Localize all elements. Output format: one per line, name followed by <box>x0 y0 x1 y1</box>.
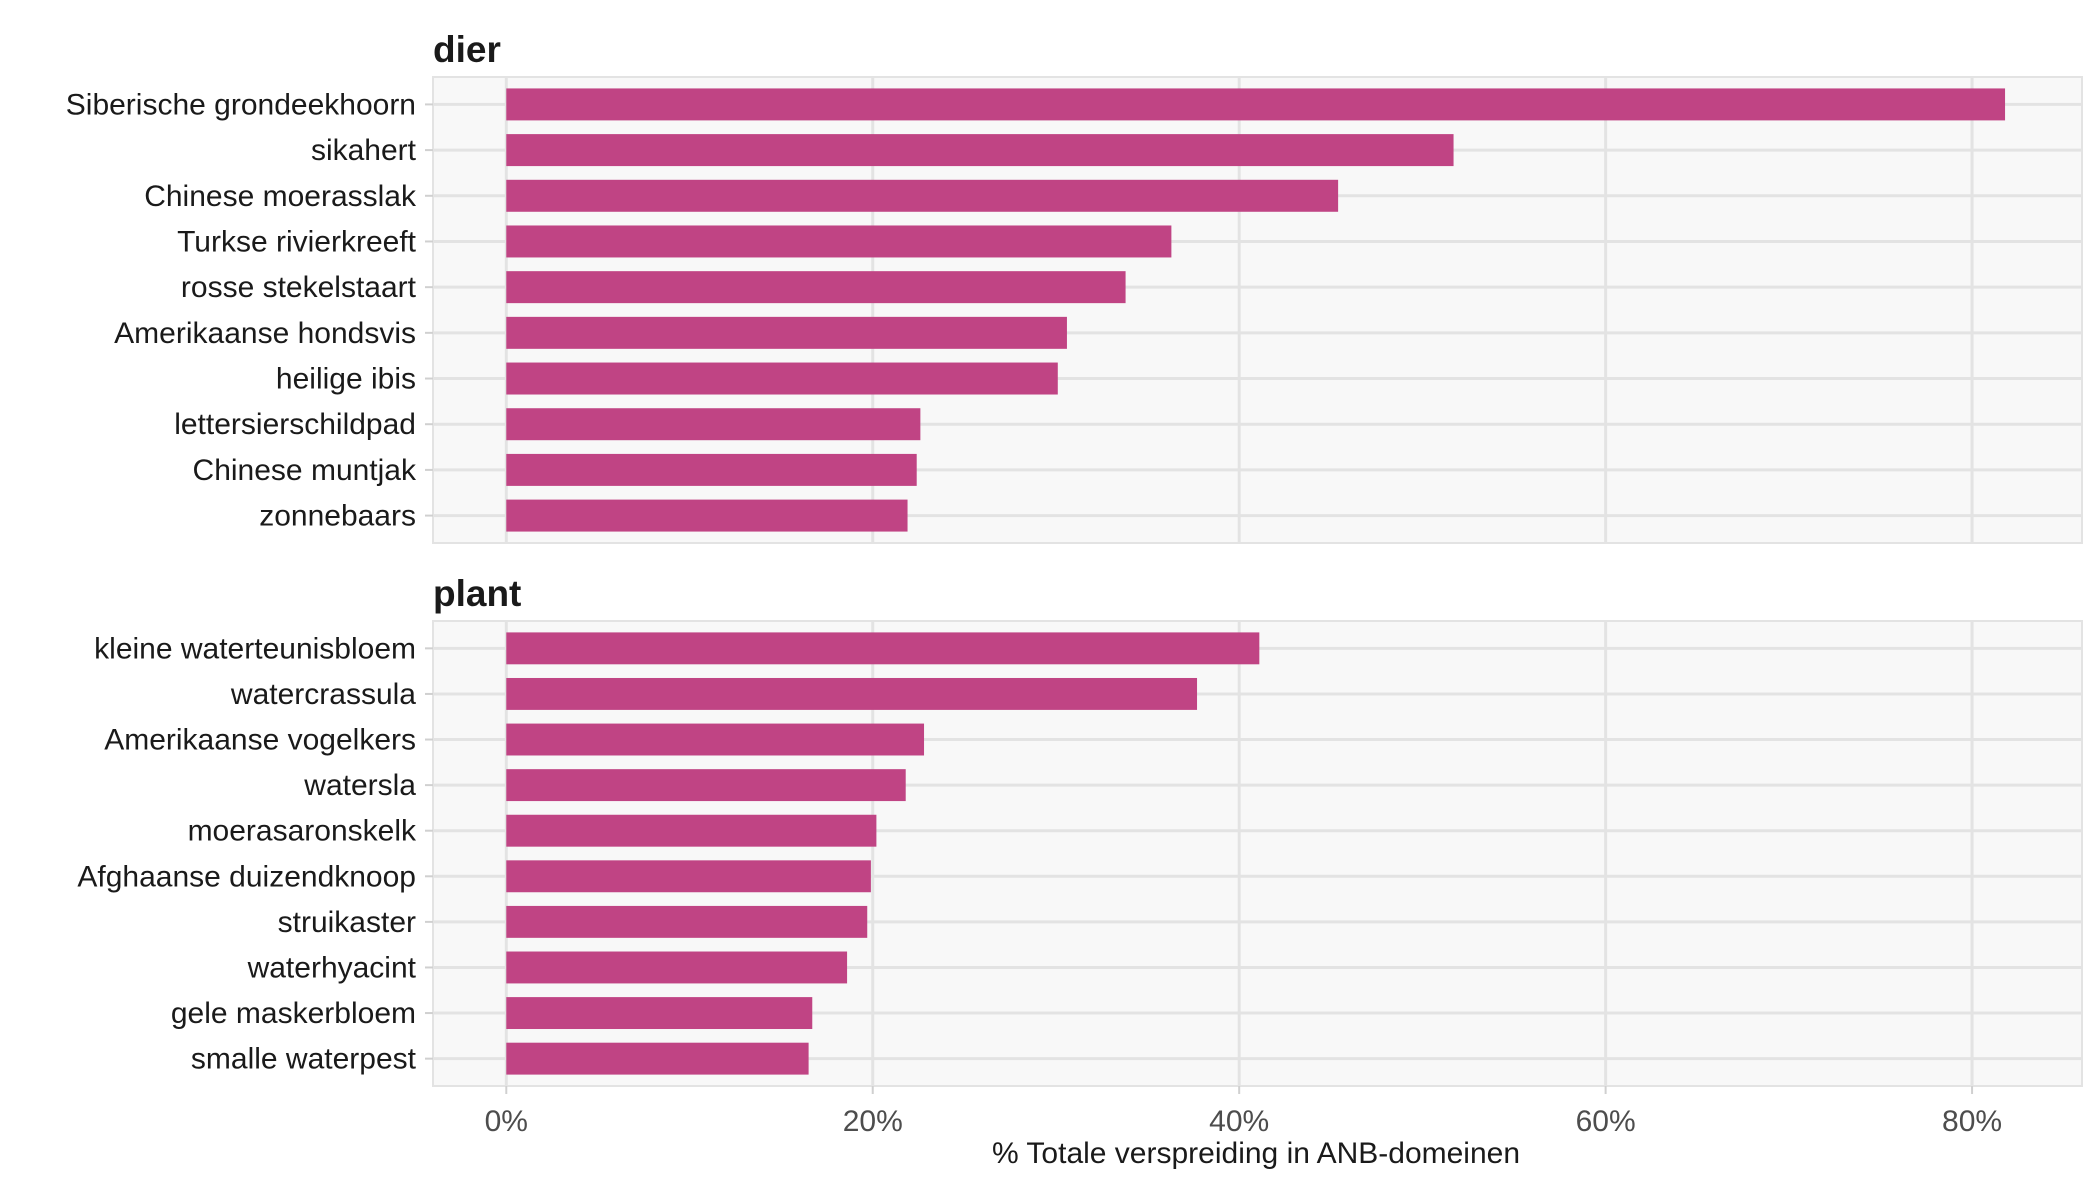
bar-plant-1 <box>506 677 1198 710</box>
facet-title: dier <box>433 29 501 70</box>
bar-dier-4 <box>506 271 1126 304</box>
category-label: Afghaanse duizendknoop <box>77 860 416 893</box>
bar-plant-3 <box>506 769 906 802</box>
category-label: watersla <box>303 769 416 802</box>
bar-dier-8 <box>506 453 917 486</box>
bar-dier-3 <box>506 225 1172 258</box>
x-axis-title: % Totale verspreiding in ANB-domeinen <box>992 1137 1520 1170</box>
bar-dier-1 <box>506 134 1454 167</box>
category-label: gele maskerbloem <box>171 997 416 1030</box>
bar-plant-8 <box>506 997 813 1030</box>
category-label: smalle waterpest <box>191 1043 417 1076</box>
category-label: rosse stekelstaart <box>181 271 417 304</box>
bar-dier-7 <box>506 408 921 441</box>
bar-plant-6 <box>506 905 868 938</box>
bar-plant-5 <box>506 860 871 893</box>
category-label: Turkse rivierkreeft <box>177 225 417 258</box>
facet-plant: plant kleine waterteunisbloem watercrassul… <box>77 573 2083 1087</box>
category-label: Amerikaanse vogelkers <box>104 724 416 757</box>
bar-dier-6 <box>506 362 1058 395</box>
x-tick-label: 40% <box>1209 1105 1269 1138</box>
category-label: Siberische grondeekhoorn <box>66 88 416 121</box>
bar-dier-9 <box>506 499 908 532</box>
bar-dier-0 <box>506 88 2006 121</box>
x-tick-label: 20% <box>843 1105 903 1138</box>
category-label: lettersierschildpad <box>174 408 416 441</box>
bar-plant-9 <box>506 1042 809 1075</box>
x-tick-label: 60% <box>1576 1105 1636 1138</box>
category-label: sikahert <box>311 134 417 167</box>
category-label: moerasaronskelk <box>188 815 417 848</box>
category-label: Chinese muntjak <box>193 454 417 487</box>
bar-dier-5 <box>506 316 1067 349</box>
category-label: zonnebaars <box>259 500 416 533</box>
x-axis: 0% 20% 40% 60% 80% <box>485 1086 2002 1138</box>
bar-dier-2 <box>506 179 1339 212</box>
bar-plant-0 <box>506 632 1260 665</box>
facet-title: plant <box>433 573 521 614</box>
category-label: watercrassula <box>230 678 416 711</box>
category-label: Amerikaanse hondsvis <box>114 317 416 350</box>
category-label: waterhyacint <box>247 951 417 984</box>
category-label: kleine waterteunisbloem <box>94 632 416 665</box>
category-label: struikaster <box>278 906 416 939</box>
category-label: heilige ibis <box>276 363 416 396</box>
bar-plant-7 <box>506 951 848 984</box>
x-tick-label: 80% <box>1942 1105 2002 1138</box>
bar-plant-4 <box>506 814 877 847</box>
bar-plant-2 <box>506 723 925 756</box>
category-label: Chinese moerasslak <box>144 180 417 213</box>
facet-dier: dier Siberische grondeekhoorn sikahert Chin… <box>66 29 2083 544</box>
x-tick-label: 0% <box>485 1105 528 1138</box>
